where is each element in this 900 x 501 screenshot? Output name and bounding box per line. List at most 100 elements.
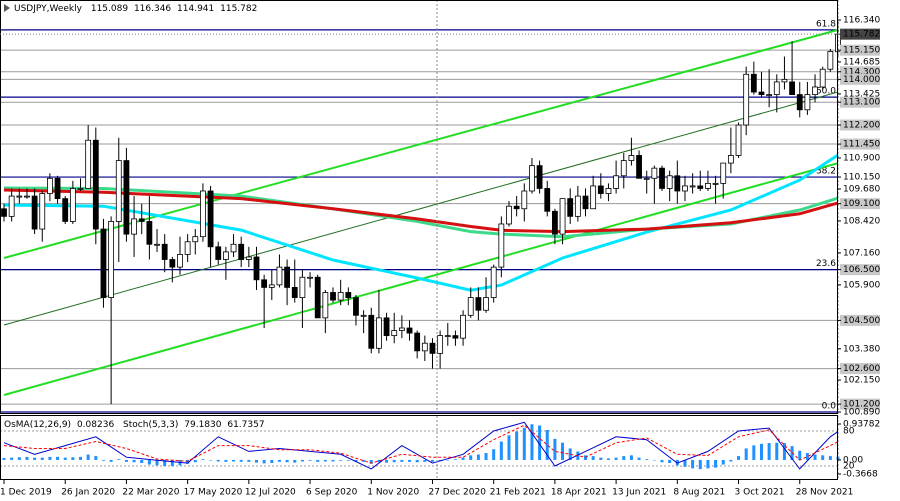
osma-bar <box>591 456 595 460</box>
candle-body <box>169 259 176 268</box>
y-tick-label: 0.93782 <box>843 419 880 429</box>
candle-body <box>207 190 214 248</box>
osma-bar <box>124 459 128 462</box>
osma-bar <box>48 456 52 460</box>
osma-bar <box>392 459 396 463</box>
candle-body <box>414 332 421 352</box>
osma-bar <box>94 456 98 460</box>
osma-bar <box>132 459 136 463</box>
osma-bar <box>308 459 312 461</box>
osma-bar <box>262 459 266 464</box>
osma-bar <box>270 459 274 464</box>
y-tick-label: 111.450 <box>843 140 880 150</box>
candle-body <box>743 73 750 126</box>
candle-body <box>827 51 834 70</box>
candle-body <box>314 276 321 319</box>
candle-body <box>192 236 199 243</box>
candle-body <box>506 205 512 225</box>
candle-body <box>498 223 505 268</box>
fib-label: 38.2 <box>816 167 836 177</box>
candle-body <box>24 195 30 198</box>
candle-body <box>536 165 543 189</box>
osma-bar <box>614 457 618 460</box>
osma-bar <box>469 455 473 460</box>
osma-bar <box>170 459 174 467</box>
osma-bar <box>660 459 664 463</box>
candle-body <box>781 78 788 83</box>
level-label-box <box>840 66 880 78</box>
candle-body <box>330 292 336 301</box>
candle-body <box>337 292 344 301</box>
candle-body <box>483 297 489 311</box>
y-tick-label: 104.500 <box>843 316 880 326</box>
x-tick-label: 12 Jul 2020 <box>245 488 296 498</box>
moving-average <box>3 188 839 234</box>
candle-body <box>154 243 160 246</box>
candle-body <box>230 243 237 253</box>
x-tick-label: 21 Feb 2021 <box>490 488 546 498</box>
candle-body <box>245 256 252 260</box>
x-tick-label: 8 Aug 2021 <box>673 488 725 498</box>
candle-body <box>597 185 604 194</box>
osma-bar <box>186 459 190 464</box>
candle-body <box>437 335 444 354</box>
candle-body <box>138 218 145 222</box>
osma-bar <box>828 456 832 460</box>
level-label-box <box>840 138 880 150</box>
osma-bar <box>744 448 748 460</box>
candle-body <box>161 243 168 260</box>
candle-body <box>620 160 627 177</box>
osma-bar <box>239 459 243 462</box>
candle-body <box>766 94 773 96</box>
osma-bar <box>782 443 786 460</box>
candle-body <box>131 218 137 235</box>
candle-body <box>100 228 107 298</box>
indicator-panel <box>0 421 840 470</box>
candle-body <box>467 297 474 316</box>
osma-bar <box>25 456 29 460</box>
osma-name: OsMA(12,26,9) <box>4 420 71 430</box>
osma-bar <box>17 457 21 460</box>
osma-bar <box>10 457 14 460</box>
osma-bar <box>254 459 258 463</box>
fib-label: 50.0 <box>816 87 836 97</box>
osma-bar <box>606 458 610 460</box>
osma-bar <box>775 442 779 460</box>
candle-body <box>123 160 130 235</box>
osma-bar <box>461 457 465 460</box>
candle-body <box>360 314 367 317</box>
y2-tick-label: 80 <box>843 427 855 437</box>
osma-bar <box>193 459 197 463</box>
osma-bar <box>821 455 825 460</box>
candle-body <box>682 185 688 192</box>
osma-bar <box>629 455 633 460</box>
candle-body <box>735 124 742 156</box>
osma-bar <box>40 457 44 460</box>
osma-bar <box>737 456 741 460</box>
candle-body <box>613 175 620 189</box>
candle-body <box>1 208 7 217</box>
osma-bar <box>668 459 672 464</box>
osma-bar <box>385 459 389 463</box>
osma-bar <box>507 435 511 460</box>
stoch-main-value: 79.1830 <box>184 420 221 430</box>
osma-bar <box>216 459 220 462</box>
osma-bar <box>484 453 488 460</box>
y2-tick-label: 20 <box>843 461 855 471</box>
candle-body <box>551 210 558 235</box>
osma-bar <box>499 441 503 460</box>
osma-bar <box>155 459 159 466</box>
osma-bar <box>453 459 457 460</box>
candle-body <box>720 162 727 184</box>
candle-body <box>353 297 359 316</box>
y-tick-label: 107.160 <box>843 248 880 258</box>
candle-body <box>750 73 757 93</box>
osma-bar <box>277 459 281 462</box>
level-label-box <box>840 96 880 108</box>
y-tick-label: 113.425 <box>843 89 880 99</box>
candle-body <box>177 254 183 268</box>
y-tick-label: 114.685 <box>843 57 880 67</box>
candle-body <box>666 175 673 189</box>
osma-bar <box>530 424 534 460</box>
